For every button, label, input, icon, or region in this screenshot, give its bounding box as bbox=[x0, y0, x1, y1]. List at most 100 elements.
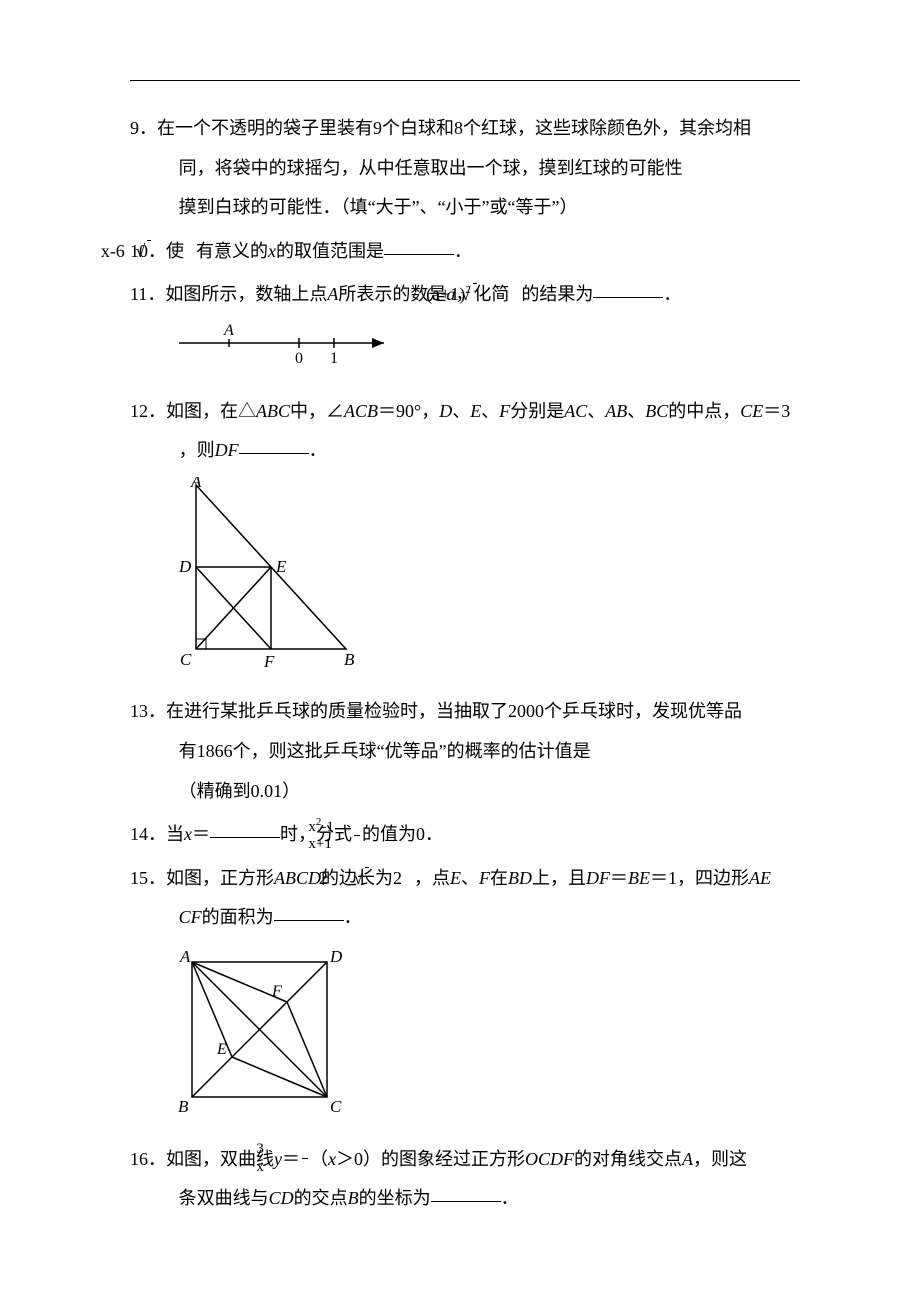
q12-figure: A D E C F B bbox=[174, 477, 800, 687]
q10-radicand: x-6 bbox=[147, 240, 151, 263]
q15-F: F bbox=[479, 868, 490, 888]
q15-DF: DF bbox=[586, 868, 610, 888]
q12-t5: 的中点， bbox=[668, 401, 740, 421]
q16-y: y bbox=[274, 1149, 282, 1169]
label-C: C bbox=[330, 1097, 342, 1116]
q11-rad-exp: 2 bbox=[465, 284, 471, 296]
q15-E: E bbox=[450, 868, 461, 888]
q16-cond: （ bbox=[310, 1149, 328, 1169]
question-14: 14．当x＝时，分式x2-1x+1的值为0． bbox=[130, 815, 800, 855]
label-A: A bbox=[179, 947, 191, 966]
q12-t2: 中，∠ bbox=[290, 401, 344, 421]
document-page: 9．在一个不透明的袋子里装有9个白球和8个红球，这些球除颜色外，其余均相 同，将… bbox=[0, 0, 920, 1283]
label-A: A bbox=[190, 477, 202, 491]
question-16: 16．如图，双曲线y＝3x（x＞0）的图象经过正方形OCDF的对角线交点A，则这… bbox=[130, 1140, 800, 1219]
q15-mid2: ，点 bbox=[414, 868, 450, 888]
question-10: 10．使x-6有意义的x的取值范围是． bbox=[130, 232, 800, 272]
label-A: A bbox=[223, 322, 234, 339]
top-rule bbox=[130, 80, 800, 81]
sqrt-expr: (a+1)2 bbox=[509, 275, 521, 315]
frac-num: x2-1 bbox=[354, 816, 360, 836]
q10-pre: 使 bbox=[166, 241, 184, 261]
q16-l2a: 条双曲线与 bbox=[179, 1188, 269, 1208]
q12-DF: DF bbox=[215, 440, 239, 460]
q10-mid: 有意义的 bbox=[196, 241, 268, 261]
q12-F: F bbox=[499, 401, 510, 421]
q16-B: B bbox=[348, 1188, 359, 1208]
q15-ABCD: ABCD bbox=[274, 868, 321, 888]
q12-t1: 如图，在△ bbox=[166, 401, 256, 421]
frac-num-a: x bbox=[308, 819, 316, 835]
q15-end: ． bbox=[344, 907, 362, 927]
q13-number: 13． bbox=[130, 701, 166, 721]
q16-cond2: ＞0）的图象经过正方形 bbox=[336, 1149, 525, 1169]
fraction: x2-1x+1 bbox=[354, 816, 360, 853]
q12-E: E bbox=[470, 401, 481, 421]
q16-eq: ＝ bbox=[282, 1149, 300, 1169]
q15-line2b: 的面积为 bbox=[202, 907, 274, 927]
q16-l2c: 的坐标为 bbox=[359, 1188, 431, 1208]
q12-end: ． bbox=[309, 440, 327, 460]
label-F: F bbox=[271, 983, 282, 1000]
q14-pre: 当 bbox=[166, 824, 184, 844]
q13-text-2: 有1866个，则这批乒乓球“优等品”的概率的估计值是 bbox=[179, 741, 591, 761]
q12-ABC: ABC bbox=[256, 401, 290, 421]
question-12: 12．如图，在△ABC中，∠ACB＝90°，D、E、F分别是AC、AB、BC的中… bbox=[130, 392, 800, 687]
q11-rad-base: (a+1) bbox=[426, 284, 465, 304]
q9-text-1: 在一个不透明的袋子里装有9个白球和8个红球，这些球除颜色外，其余均相 bbox=[157, 118, 751, 138]
triangle-svg: A D E C F B bbox=[174, 477, 364, 672]
q12-AB: AB bbox=[605, 401, 627, 421]
q15-mid3: 在 bbox=[490, 868, 508, 888]
q16-end: ． bbox=[501, 1188, 519, 1208]
q16-post: ，则这 bbox=[693, 1149, 747, 1169]
answer-blank bbox=[593, 279, 663, 298]
answer-blank bbox=[274, 902, 344, 921]
q15-BE: BE bbox=[628, 868, 650, 888]
q12-t4: 分别是 bbox=[510, 401, 564, 421]
q11-radicand: (a+1)2 bbox=[473, 283, 477, 306]
q12-ACB: ACB bbox=[344, 401, 378, 421]
q11-A: A bbox=[327, 284, 338, 304]
q16-number: 16． bbox=[130, 1149, 166, 1169]
q12-D: D bbox=[439, 401, 452, 421]
label-B: B bbox=[344, 650, 355, 669]
q16-mid: 的对角线交点 bbox=[574, 1149, 682, 1169]
label-E: E bbox=[275, 557, 287, 576]
q12-CE: CE bbox=[740, 401, 763, 421]
q10-end: ． bbox=[454, 241, 472, 261]
q11-end: ． bbox=[663, 284, 681, 304]
square-svg: A D B C F E bbox=[174, 944, 349, 1119]
fraction: 3x bbox=[302, 1141, 308, 1175]
q15-AE: AE bbox=[749, 868, 771, 888]
q12-BC: BC bbox=[645, 401, 668, 421]
q13-text-3: （精确到0.01） bbox=[179, 781, 301, 801]
frac-den: x+1 bbox=[354, 835, 360, 853]
q12-t3: ＝90°， bbox=[378, 401, 439, 421]
label-1: 1 bbox=[330, 350, 338, 367]
q12-t6: ＝3 bbox=[763, 401, 790, 421]
answer-blank bbox=[384, 236, 454, 255]
q14-eq: ＝ bbox=[192, 824, 210, 844]
question-15: 15．如图，正方形ABCD的边长为22，点E、F在BD上，且DF＝BE＝1，四边… bbox=[130, 859, 800, 1134]
frac-den: x bbox=[302, 1158, 308, 1176]
q12-t7: ，则 bbox=[179, 440, 215, 460]
q9-text-2: 同，将袋中的球摇匀，从中任意取出一个球，摸到红球的可能性 bbox=[179, 158, 683, 178]
frac-num: 3 bbox=[302, 1141, 308, 1158]
q15-BD: BD bbox=[508, 868, 532, 888]
answer-blank bbox=[210, 819, 280, 838]
q12-number: 12． bbox=[130, 401, 166, 421]
question-11: 11．如图所示，数轴上点A所表示的数是a，化简(a+1)2的结果为． A 0 1 bbox=[130, 275, 800, 385]
q15-eq1: ＝ bbox=[610, 868, 628, 888]
q15-rad: 2 bbox=[365, 867, 369, 890]
q13-text-1: 在进行某批乒乓球的质量检验时，当抽取了2000个乒乓球时，发现优等品 bbox=[166, 701, 742, 721]
q9-number: 9． bbox=[130, 118, 157, 138]
q15-mid4: 上，且 bbox=[532, 868, 586, 888]
label-C: C bbox=[180, 650, 192, 669]
q14-x: x bbox=[184, 824, 192, 844]
q16-A: A bbox=[682, 1149, 693, 1169]
q16-x2: x bbox=[328, 1149, 336, 1169]
number-line-svg: A 0 1 bbox=[174, 321, 404, 371]
question-9: 9．在一个不透明的袋子里装有9个白球和8个红球，这些球除颜色外，其余均相 同，将… bbox=[130, 109, 800, 228]
sqrt-expr: x-6 bbox=[184, 232, 196, 272]
q10-var: x bbox=[268, 241, 276, 261]
